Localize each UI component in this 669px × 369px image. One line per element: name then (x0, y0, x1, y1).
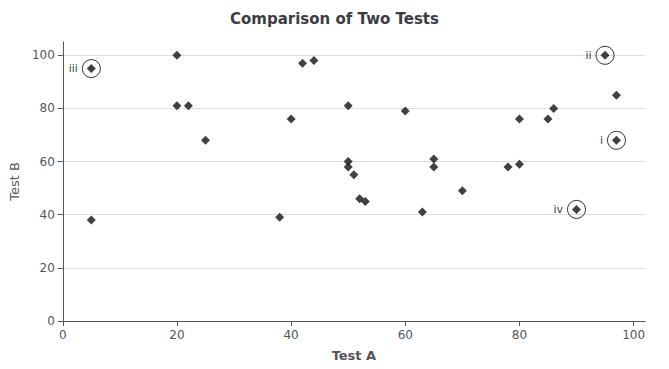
svg-text:20: 20 (40, 261, 55, 275)
svg-text:0: 0 (47, 314, 55, 328)
svg-text:Test B: Test B (7, 162, 22, 202)
svg-text:40: 40 (283, 328, 298, 342)
svg-text:80: 80 (512, 328, 527, 342)
svg-text:Comparison of Two Tests: Comparison of Two Tests (230, 10, 439, 28)
svg-text:Test A: Test A (332, 348, 377, 363)
svg-text:0: 0 (59, 328, 67, 342)
svg-text:40: 40 (40, 208, 55, 222)
svg-text:100: 100 (32, 48, 55, 62)
svg-text:80: 80 (40, 101, 55, 115)
svg-text:60: 60 (398, 328, 413, 342)
svg-text:i: i (600, 134, 603, 147)
svg-text:ii: ii (585, 49, 591, 62)
svg-text:20: 20 (169, 328, 184, 342)
svg-text:iii: iii (69, 62, 78, 75)
svg-text:iv: iv (553, 203, 563, 216)
svg-text:60: 60 (40, 155, 55, 169)
svg-text:100: 100 (622, 328, 645, 342)
